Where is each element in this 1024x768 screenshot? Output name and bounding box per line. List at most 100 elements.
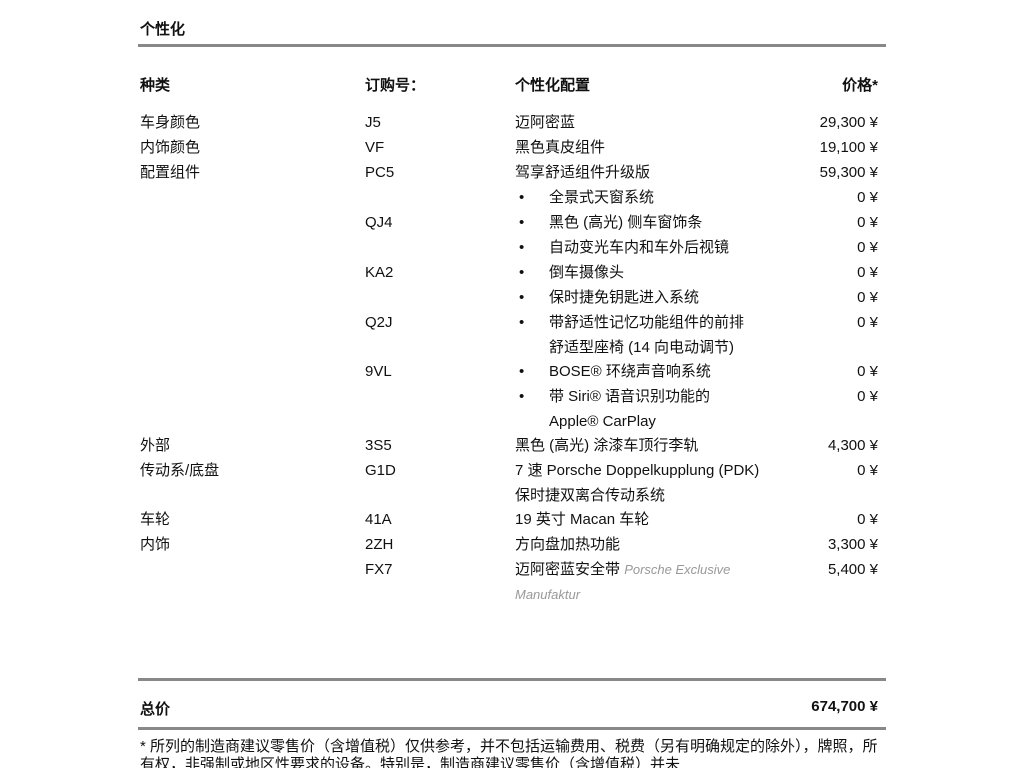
row-code: 3S5 (365, 437, 392, 454)
table-row: FX7 迈阿密蓝安全带 Porsche Exclusive Manufaktur 5… (0, 558, 1024, 607)
row-config-text: 全景式天窗系统 (549, 189, 655, 206)
row-price: 0 ¥ (857, 462, 878, 479)
table-row: • 全景式天窗系统 0 ¥ (0, 186, 1024, 211)
row-code: VF (365, 139, 385, 156)
table-row: 配置组件 PC5 驾享舒适组件升级版 59,300 ¥ (0, 161, 1024, 186)
row-config: • 全景式天窗系统 (519, 186, 758, 211)
row-category: 外部 (140, 437, 171, 454)
row-config: 迈阿密蓝安全带 Porsche Exclusive Manufaktur (515, 558, 760, 607)
divider (138, 44, 886, 47)
row-config: • 自动变光车内和车外后视镜 (519, 236, 758, 261)
total-value: 674,700 ¥ (811, 698, 878, 715)
row-code: 2ZH (365, 536, 394, 553)
row-category: 内饰颜色 (140, 139, 201, 156)
table-row: 9VL • BOSE® 环绕声音响系统 0 ¥ (0, 360, 1024, 385)
row-price: 0 ¥ (857, 511, 878, 528)
row-category: 车轮 (140, 511, 171, 528)
row-config-text: 驾享舒适组件升级版 (515, 164, 651, 181)
row-config: 黑色 (高光) 涂漆车顶行李轨 (515, 434, 760, 459)
header-code: 订购号： (365, 77, 426, 94)
row-price: 29,300 ¥ (819, 114, 878, 131)
divider (138, 727, 886, 730)
row-config-text: 黑色真皮组件 (515, 139, 606, 156)
row-code: PC5 (365, 164, 395, 181)
header-category: 种类 (140, 77, 171, 94)
row-price: 4,300 ¥ (827, 437, 878, 454)
total-label: 总价 (140, 701, 171, 718)
row-config-text: 7 速 Porsche Doppelkupplung (PDK) 保时捷双离合传… (515, 462, 760, 504)
bullet-icon: • (519, 289, 525, 306)
row-config-text: 保时捷免钥匙进入系统 (549, 289, 700, 306)
row-config-text: 方向盘加热功能 (515, 536, 621, 553)
row-code: QJ4 (365, 214, 393, 231)
row-config-text: 自动变光车内和车外后视镜 (549, 239, 730, 256)
row-config-text: 带 Siri® 语音识别功能的 Apple® CarPlay (549, 388, 711, 430)
bullet-icon: • (519, 264, 525, 281)
bullet-icon: • (519, 388, 525, 405)
table-row: 传动系/底盘 G1D 7 速 Porsche Doppelkupplung (PDK… (0, 459, 1024, 508)
bullet-icon: • (519, 214, 525, 231)
row-config: 迈阿密蓝 (515, 111, 760, 136)
row-category: 内饰 (140, 536, 171, 553)
row-code: G1D (365, 462, 396, 479)
row-category: 传动系/底盘 (140, 462, 220, 479)
row-price: 19,100 ¥ (819, 139, 878, 156)
row-price: 59,300 ¥ (819, 164, 878, 181)
table-row: • 保时捷免钥匙进入系统 0 ¥ (0, 286, 1024, 311)
table-row: 车身颜色 J5 迈阿密蓝 29,300 ¥ (0, 111, 1024, 136)
divider (138, 678, 886, 681)
row-config-text: BOSE® 环绕声音响系统 (549, 363, 711, 380)
table-row: Q2J • 带舒适性记忆功能组件的前排舒适型座椅 (14 向电动调节) 0 ¥ (0, 311, 1024, 360)
row-config-text: 带舒适性记忆功能组件的前排舒适型座椅 (14 向电动调节) (549, 314, 745, 356)
row-config: 驾享舒适组件升级版 (515, 161, 760, 186)
row-config: • BOSE® 环绕声音响系统 (519, 360, 758, 385)
row-note: Porsche Exclusive Manufaktur (515, 562, 731, 602)
row-config: 黑色真皮组件 (515, 136, 760, 161)
row-price: 0 ¥ (857, 214, 878, 231)
row-config: 方向盘加热功能 (515, 533, 760, 558)
row-config: • 带 Siri® 语音识别功能的 Apple® CarPlay (519, 385, 758, 434)
row-config-text: 迈阿密蓝安全带 (515, 561, 621, 578)
header-config: 个性化配置 (515, 77, 591, 94)
row-config: • 黑色 (高光) 侧车窗饰条 (519, 211, 758, 236)
row-price: 0 ¥ (857, 289, 878, 306)
header-price: 价格* (842, 77, 878, 94)
row-price: 0 ¥ (857, 264, 878, 281)
table-row: QJ4 • 黑色 (高光) 侧车窗饰条 0 ¥ (0, 211, 1024, 236)
bullet-icon: • (519, 239, 525, 256)
table-row: 车轮 41A 19 英寸 Macan 车轮 0 ¥ (0, 508, 1024, 533)
row-price: 5,400 ¥ (827, 561, 878, 578)
footnote: * 所列的制造商建议零售价（含增值税）仅供参考，并不包括运输费用、税费（另有明确… (140, 738, 878, 768)
row-config: • 倒车摄像头 (519, 261, 758, 286)
bullet-icon: • (519, 314, 525, 331)
table-row: 内饰颜色 VF 黑色真皮组件 19,100 ¥ (0, 136, 1024, 161)
row-config-text: 迈阿密蓝 (515, 114, 576, 131)
row-code: 41A (365, 511, 392, 528)
table-row: KA2 • 倒车摄像头 0 ¥ (0, 261, 1024, 286)
row-config-text: 19 英寸 Macan 车轮 (515, 511, 650, 528)
row-price: 0 ¥ (857, 388, 878, 405)
config-table: 车身颜色 J5 迈阿密蓝 29,300 ¥ 内饰颜色 VF 黑色真皮组件 19,100 ¥ 配置… (0, 111, 1024, 607)
table-row: • 自动变光车内和车外后视镜 0 ¥ (0, 236, 1024, 261)
row-config: • 带舒适性记忆功能组件的前排舒适型座椅 (14 向电动调节) (519, 311, 758, 360)
table-row: • 带 Siri® 语音识别功能的 Apple® CarPlay 0 ¥ (0, 385, 1024, 434)
bullet-icon: • (519, 189, 525, 206)
table-row: 内饰 2ZH 方向盘加热功能 3,300 ¥ (0, 533, 1024, 558)
row-config-text: 倒车摄像头 (549, 264, 625, 281)
row-config-text: 黑色 (高光) 涂漆车顶行李轨 (515, 437, 699, 454)
row-config: • 保时捷免钥匙进入系统 (519, 286, 758, 311)
row-config: 7 速 Porsche Doppelkupplung (PDK) 保时捷双离合传… (515, 459, 760, 508)
row-price: 0 ¥ (857, 314, 878, 331)
section-title: 个性化 (140, 21, 186, 38)
row-category: 配置组件 (140, 164, 201, 181)
table-header: 种类 订购号： 个性化配置 价格* (0, 74, 1024, 96)
row-category: 车身颜色 (140, 114, 201, 131)
table-row: 外部 3S5 黑色 (高光) 涂漆车顶行李轨 4,300 ¥ (0, 434, 1024, 459)
row-code: FX7 (365, 561, 393, 578)
row-code: Q2J (365, 314, 393, 331)
row-config: 19 英寸 Macan 车轮 (515, 508, 760, 533)
row-code: 9VL (365, 363, 392, 380)
row-code: KA2 (365, 264, 394, 281)
row-config-text: 黑色 (高光) 侧车窗饰条 (549, 214, 703, 231)
row-price: 0 ¥ (857, 189, 878, 206)
